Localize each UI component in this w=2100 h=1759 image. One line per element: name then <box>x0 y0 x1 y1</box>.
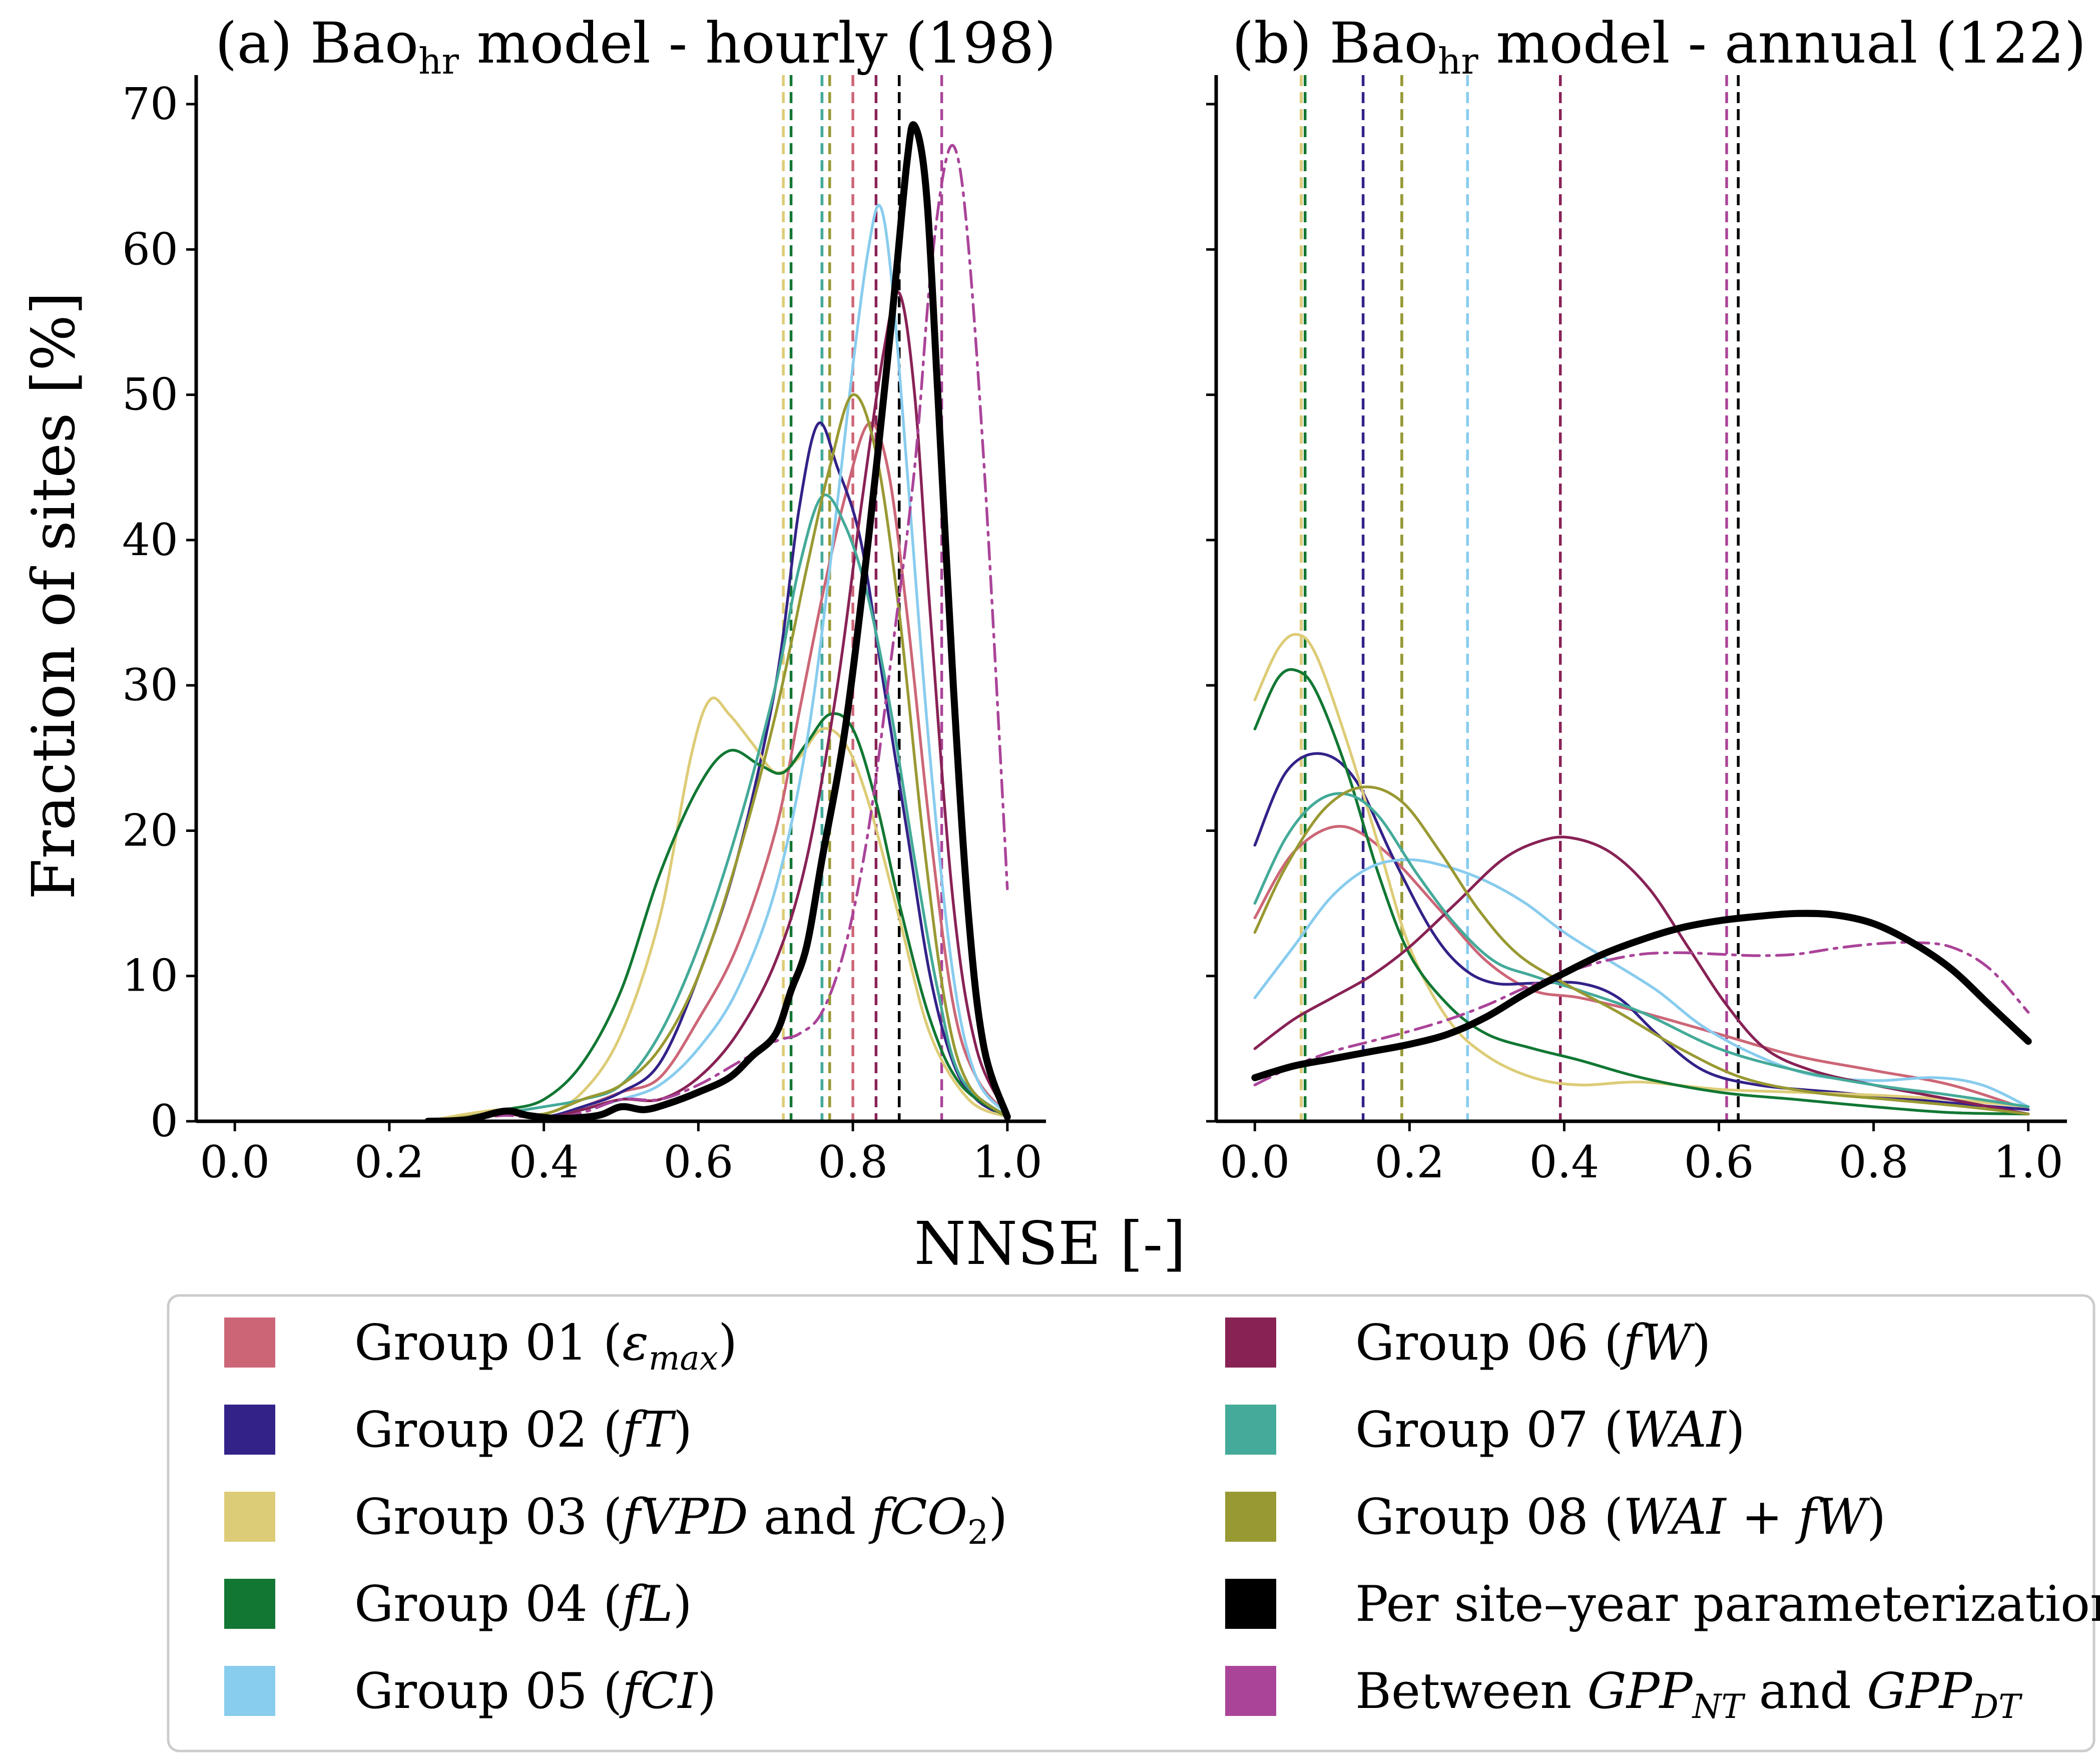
panel-a-title-post: model - hourly (198) <box>459 11 1056 76</box>
x-tick-label: 0.6 <box>1684 1136 1754 1188</box>
panel-a-title: (a) Baohr model - hourly (198) <box>215 11 1056 82</box>
panel-b-title-pre: (b) Bao <box>1232 11 1438 76</box>
density-curve <box>1253 668 2030 1116</box>
legend-label: Group 04 (fL) <box>354 1576 692 1633</box>
x-tick-label: 0.4 <box>509 1136 579 1188</box>
y-tick-label: 50 <box>122 369 178 420</box>
legend-label: Group 02 (fT) <box>354 1402 692 1459</box>
legend-label: Group 03 (fVPD and fCO2​) <box>354 1489 1007 1552</box>
legend-swatch <box>224 1492 275 1542</box>
y-tick-label: 70 <box>122 78 178 130</box>
x-tick-label: 0.6 <box>663 1136 733 1188</box>
legend-swatch <box>1225 1317 1276 1368</box>
y-tick-label: 60 <box>122 223 178 275</box>
panel-b-title: (b) Baohr model - annual (122) <box>1232 11 2086 82</box>
density-curve <box>424 121 1011 1121</box>
x-axis-label: NNSE [-] <box>914 1209 1186 1278</box>
density-curve <box>1253 824 2030 1111</box>
x-tick-label: 0.2 <box>1374 1136 1444 1188</box>
density-curve <box>426 144 1009 1121</box>
x-tick-label: 0.2 <box>354 1136 424 1188</box>
x-tick-label: 0.0 <box>200 1136 270 1188</box>
density-curve <box>1253 941 2030 1087</box>
legend-label: Group 01 (εmax​) <box>354 1314 737 1378</box>
panel-a-title-sub: hr <box>418 40 459 82</box>
legend-swatch <box>224 1405 275 1455</box>
y-tick-label: 40 <box>122 514 178 566</box>
density-curve <box>1253 785 2030 1116</box>
median-lines <box>1300 75 1740 1121</box>
density-curve <box>426 712 1009 1121</box>
legend-swatch <box>1225 1405 1276 1455</box>
legend-swatch <box>1225 1666 1276 1716</box>
y-tick-label: 0 <box>150 1095 178 1147</box>
legend-frame <box>167 1294 2095 1752</box>
density-curve <box>426 421 1009 1121</box>
y-tick-label: 30 <box>122 659 178 711</box>
panel-a-title-pre: (a) Bao <box>215 11 418 76</box>
legend-label: Per site–year parameterization <box>1355 1576 2100 1633</box>
density-curves <box>1251 633 2032 1116</box>
legend: Group 01 (εmax​) Group 02 (fT) Group 03 (f… <box>167 1294 2100 1752</box>
density-curve <box>426 421 1009 1121</box>
x-tick-label: 0.4 <box>1529 1136 1599 1188</box>
density-curve <box>1253 858 2030 1108</box>
y-tick-label: 10 <box>122 950 178 1002</box>
density-curve <box>1253 792 2030 1108</box>
x-tick-label: 0.8 <box>1839 1136 1909 1188</box>
legend-label: Between GPPNT​ and GPPDT​ <box>1355 1663 2023 1726</box>
panel-a-plot: 0.0 0.2 0.4 0.6 0.8 1.0 0 10 20 30 40 50 60 70 <box>122 75 1046 1188</box>
density-curves <box>424 121 1011 1121</box>
panel-b-plot: 0.0 0.2 0.4 0.6 0.8 1.0 <box>1206 75 2067 1188</box>
x-tick-label: 0.8 <box>818 1136 888 1188</box>
legend-swatch <box>224 1666 275 1716</box>
x-tick-label: 1.0 <box>972 1136 1042 1188</box>
x-tick-label: 0.0 <box>1220 1136 1290 1188</box>
legend-swatch <box>224 1579 275 1629</box>
x-tick-label: 1.0 <box>1993 1136 2063 1188</box>
density-curve <box>1251 910 2032 1081</box>
panel-b-title-sub: hr <box>1438 40 1478 82</box>
legend-swatch <box>1225 1492 1276 1542</box>
y-axis-label: Fraction of sites [%] <box>19 292 88 900</box>
legend-swatch <box>1225 1579 1276 1629</box>
panel-b-title-post: model - annual (122) <box>1478 11 2086 76</box>
legend-label: Group 07 (WAI) <box>1355 1402 1745 1459</box>
legend-label: Group 05 (fCI) <box>354 1663 716 1720</box>
density-curve <box>426 393 1009 1121</box>
legend-label: Group 06 (fW) <box>1355 1314 1711 1372</box>
legend-swatch <box>224 1317 275 1368</box>
density-curve <box>1253 633 2030 1108</box>
y-tick-label: 20 <box>122 804 178 856</box>
legend-label: Group 08 (WAI + fW) <box>1355 1489 1886 1546</box>
density-curve <box>1253 835 2030 1116</box>
